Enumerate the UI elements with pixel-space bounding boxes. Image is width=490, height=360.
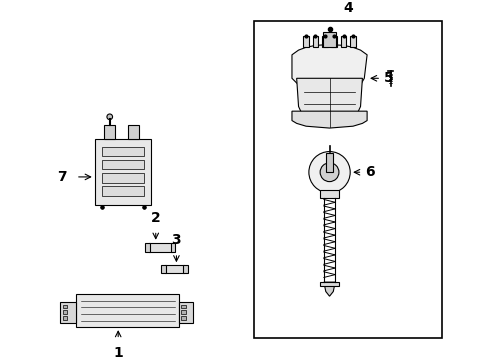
Bar — [179, 302, 194, 323]
Bar — [102, 147, 144, 156]
Bar — [183, 265, 188, 273]
Bar — [102, 160, 144, 170]
Text: 1: 1 — [113, 346, 123, 360]
Bar — [320, 190, 339, 198]
Bar — [149, 243, 172, 252]
Bar — [63, 310, 68, 314]
Bar — [303, 36, 309, 47]
Bar — [76, 294, 179, 327]
Text: 4: 4 — [343, 1, 353, 15]
Polygon shape — [324, 282, 335, 296]
Bar — [331, 36, 337, 47]
Bar — [326, 153, 333, 172]
Text: 3: 3 — [172, 233, 181, 247]
Bar — [254, 21, 442, 338]
Circle shape — [309, 152, 350, 193]
Bar — [102, 186, 144, 196]
Bar — [127, 125, 139, 139]
Text: 7: 7 — [57, 170, 67, 184]
Bar — [60, 302, 76, 323]
Bar — [165, 265, 184, 273]
Bar — [350, 36, 356, 47]
Bar — [63, 316, 68, 320]
Bar — [322, 36, 328, 47]
Polygon shape — [292, 45, 367, 96]
Bar — [95, 139, 151, 205]
Bar — [63, 305, 68, 309]
Circle shape — [107, 114, 113, 120]
Bar — [313, 36, 318, 47]
Text: 6: 6 — [365, 165, 375, 179]
Bar — [161, 265, 166, 273]
Text: 2: 2 — [151, 211, 161, 225]
Polygon shape — [296, 78, 363, 127]
Bar — [181, 316, 186, 320]
Polygon shape — [292, 111, 367, 128]
Bar — [102, 173, 144, 183]
Circle shape — [320, 163, 339, 181]
Bar — [146, 243, 150, 252]
Bar — [181, 305, 186, 309]
Bar — [171, 243, 175, 252]
Bar — [320, 282, 339, 286]
Bar — [341, 36, 346, 47]
Text: 5: 5 — [384, 71, 394, 85]
Bar — [181, 310, 186, 314]
Bar — [104, 125, 115, 139]
Bar — [323, 32, 336, 47]
